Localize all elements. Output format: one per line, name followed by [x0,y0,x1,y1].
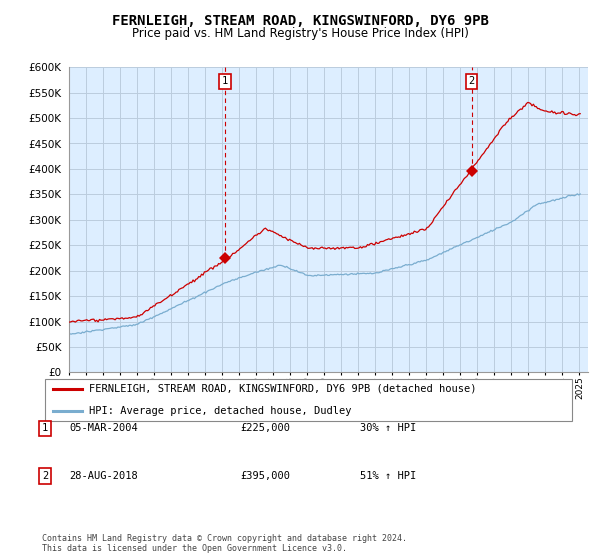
Text: £395,000: £395,000 [240,471,290,481]
Text: 05-MAR-2004: 05-MAR-2004 [69,423,138,433]
Text: 1: 1 [222,76,228,86]
Text: 51% ↑ HPI: 51% ↑ HPI [360,471,416,481]
Text: 2: 2 [42,471,48,481]
Text: 2: 2 [469,76,475,86]
Text: 1: 1 [42,423,48,433]
Text: FERNLEIGH, STREAM ROAD, KINGSWINFORD, DY6 9PB: FERNLEIGH, STREAM ROAD, KINGSWINFORD, DY… [112,14,488,28]
Text: Contains HM Land Registry data © Crown copyright and database right 2024.
This d: Contains HM Land Registry data © Crown c… [42,534,407,553]
Text: FERNLEIGH, STREAM ROAD, KINGSWINFORD, DY6 9PB (detached house): FERNLEIGH, STREAM ROAD, KINGSWINFORD, DY… [89,384,476,394]
Text: Price paid vs. HM Land Registry's House Price Index (HPI): Price paid vs. HM Land Registry's House … [131,27,469,40]
Text: £225,000: £225,000 [240,423,290,433]
Text: HPI: Average price, detached house, Dudley: HPI: Average price, detached house, Dudl… [89,406,352,416]
Text: 30% ↑ HPI: 30% ↑ HPI [360,423,416,433]
Text: 28-AUG-2018: 28-AUG-2018 [69,471,138,481]
FancyBboxPatch shape [44,379,572,421]
